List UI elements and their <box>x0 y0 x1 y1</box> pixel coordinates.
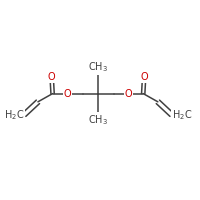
Text: O: O <box>48 72 55 82</box>
Text: $\mathregular{H_2C}$: $\mathregular{H_2C}$ <box>4 108 24 122</box>
Text: $\mathregular{CH_3}$: $\mathregular{CH_3}$ <box>88 61 108 74</box>
Text: O: O <box>125 89 132 99</box>
Text: O: O <box>140 72 148 82</box>
Text: $\mathregular{H_2C}$: $\mathregular{H_2C}$ <box>172 108 192 122</box>
Text: O: O <box>63 89 71 99</box>
Text: $\mathregular{CH_3}$: $\mathregular{CH_3}$ <box>88 113 108 127</box>
